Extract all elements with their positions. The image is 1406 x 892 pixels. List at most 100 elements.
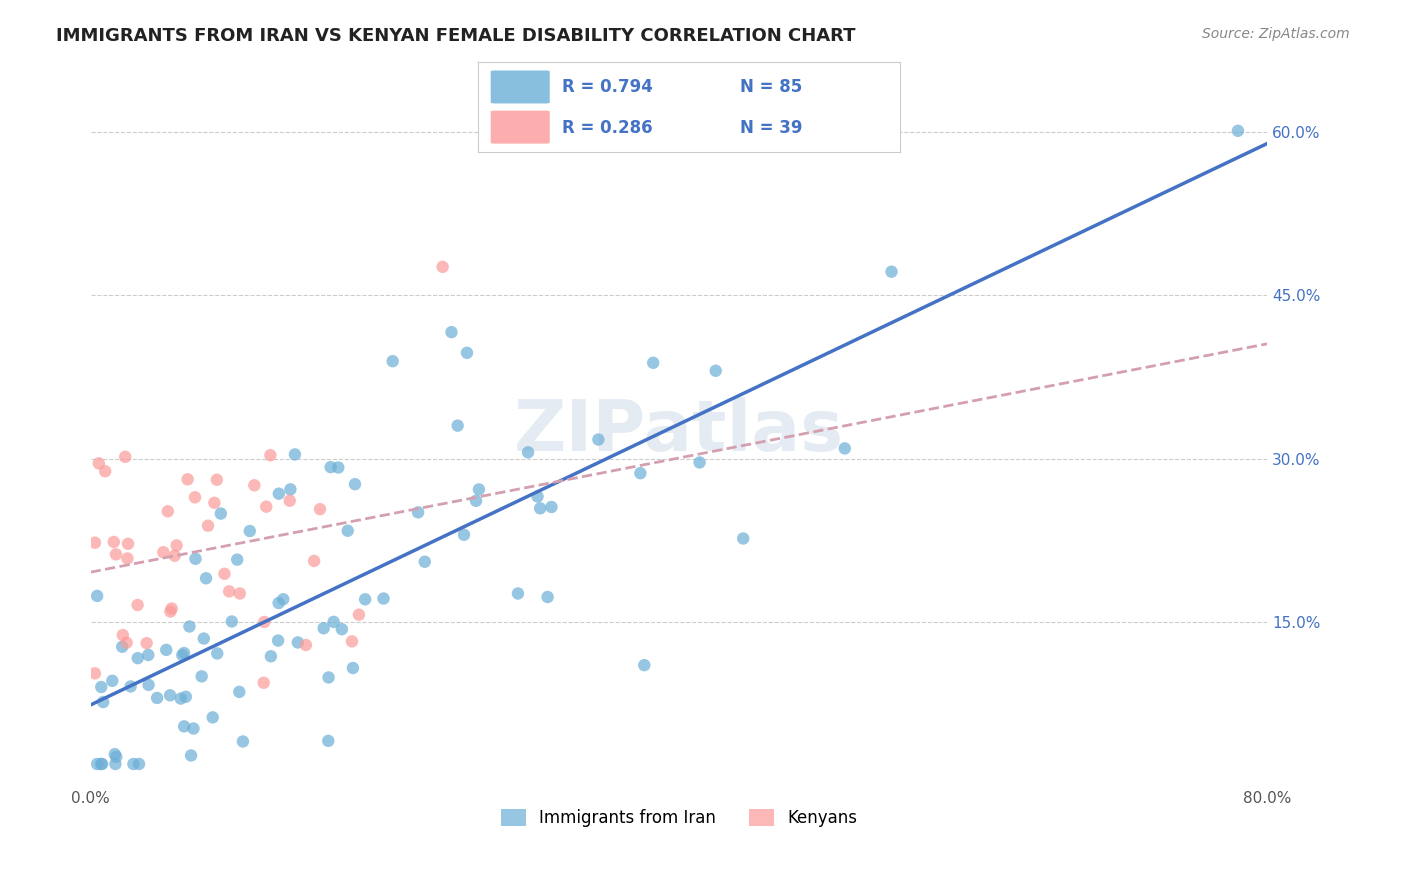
Immigrants from Iran: [120, 680, 142, 694]
Immigrants from Iran: [406, 505, 429, 519]
Immigrants from Iran: [170, 691, 193, 706]
Immigrants from Iran: [343, 477, 366, 491]
Immigrants from Iran: [179, 619, 201, 633]
Immigrants from Iran: [834, 442, 856, 456]
Immigrants from Iran: [86, 756, 108, 771]
Immigrants from Iran: [468, 483, 491, 497]
Immigrants from Iran: [267, 596, 290, 610]
Immigrants from Iran: [180, 748, 202, 763]
Immigrants from Iran: [209, 507, 232, 521]
Immigrants from Iran: [90, 680, 112, 694]
Immigrants from Iran: [526, 490, 548, 504]
Immigrants from Iran: [195, 571, 218, 585]
Immigrants from Iran: [456, 346, 478, 360]
Kenyans: [84, 535, 107, 549]
Kenyans: [295, 638, 318, 652]
Immigrants from Iran: [689, 455, 711, 469]
Immigrants from Iran: [316, 734, 339, 748]
Kenyans: [302, 554, 325, 568]
Kenyans: [135, 636, 157, 650]
Immigrants from Iran: [260, 649, 283, 664]
Immigrants from Iran: [643, 356, 665, 370]
Immigrants from Iran: [453, 527, 475, 541]
Kenyans: [202, 496, 225, 510]
Immigrants from Iran: [104, 747, 127, 761]
Immigrants from Iran: [91, 695, 114, 709]
Immigrants from Iran: [633, 658, 655, 673]
Kenyans: [127, 598, 149, 612]
Kenyans: [347, 607, 370, 622]
Immigrants from Iran: [540, 500, 562, 514]
Immigrants from Iran: [155, 643, 177, 657]
Text: N = 85: N = 85: [740, 78, 801, 96]
Immigrants from Iran: [128, 756, 150, 771]
Immigrants from Iran: [146, 690, 169, 705]
Kenyans: [115, 636, 138, 650]
Immigrants from Iran: [322, 615, 344, 629]
Immigrants from Iran: [588, 433, 610, 447]
Immigrants from Iran: [193, 632, 215, 646]
Kenyans: [197, 518, 219, 533]
Kenyans: [432, 260, 454, 274]
Kenyans: [87, 456, 110, 470]
Immigrants from Iran: [104, 756, 127, 771]
Kenyans: [166, 538, 188, 552]
Kenyans: [205, 473, 228, 487]
Immigrants from Iran: [704, 364, 727, 378]
FancyBboxPatch shape: [491, 111, 550, 144]
Immigrants from Iran: [328, 460, 350, 475]
Immigrants from Iran: [239, 524, 262, 538]
Immigrants from Iran: [517, 445, 540, 459]
Kenyans: [243, 478, 266, 492]
Legend: Immigrants from Iran, Kenyans: Immigrants from Iran, Kenyans: [494, 803, 865, 834]
Immigrants from Iran: [536, 590, 558, 604]
Immigrants from Iran: [267, 633, 290, 648]
Kenyans: [184, 491, 207, 505]
Immigrants from Iran: [381, 354, 404, 368]
Kenyans: [253, 615, 276, 629]
Immigrants from Iran: [465, 493, 488, 508]
Kenyans: [340, 634, 363, 648]
Immigrants from Iran: [529, 501, 551, 516]
Immigrants from Iran: [280, 483, 302, 497]
Immigrants from Iran: [127, 651, 149, 665]
Immigrants from Iran: [122, 756, 145, 771]
Immigrants from Iran: [190, 669, 212, 683]
Immigrants from Iran: [267, 486, 290, 500]
Immigrants from Iran: [287, 635, 309, 649]
Kenyans: [254, 500, 277, 514]
Kenyans: [176, 472, 198, 486]
Immigrants from Iran: [101, 673, 124, 688]
Immigrants from Iran: [330, 622, 353, 636]
Immigrants from Iran: [201, 710, 224, 724]
Immigrants from Iran: [205, 647, 228, 661]
Text: IMMIGRANTS FROM IRAN VS KENYAN FEMALE DISABILITY CORRELATION CHART: IMMIGRANTS FROM IRAN VS KENYAN FEMALE DI…: [56, 27, 856, 45]
Kenyans: [94, 464, 117, 478]
Kenyans: [104, 547, 127, 561]
Immigrants from Iran: [226, 552, 249, 566]
Kenyans: [163, 549, 186, 563]
Immigrants from Iran: [354, 592, 377, 607]
Kenyans: [84, 666, 107, 681]
Kenyans: [117, 551, 139, 566]
Kenyans: [114, 450, 136, 464]
Kenyans: [160, 601, 183, 615]
Text: ZIPatlas: ZIPatlas: [515, 397, 844, 467]
Immigrants from Iran: [440, 325, 463, 339]
Kenyans: [156, 504, 179, 518]
Immigrants from Iran: [336, 524, 359, 538]
Immigrants from Iran: [90, 756, 112, 771]
Immigrants from Iran: [318, 670, 340, 684]
Immigrants from Iran: [228, 685, 250, 699]
Text: Source: ZipAtlas.com: Source: ZipAtlas.com: [1202, 27, 1350, 41]
Immigrants from Iran: [232, 734, 254, 748]
Kenyans: [253, 675, 276, 690]
Kenyans: [278, 493, 301, 508]
Immigrants from Iran: [446, 418, 468, 433]
Kenyans: [103, 535, 125, 549]
Immigrants from Iran: [173, 719, 195, 733]
Immigrants from Iran: [373, 591, 395, 606]
Kenyans: [159, 605, 181, 619]
Immigrants from Iran: [105, 750, 128, 764]
Text: R = 0.286: R = 0.286: [562, 119, 652, 136]
